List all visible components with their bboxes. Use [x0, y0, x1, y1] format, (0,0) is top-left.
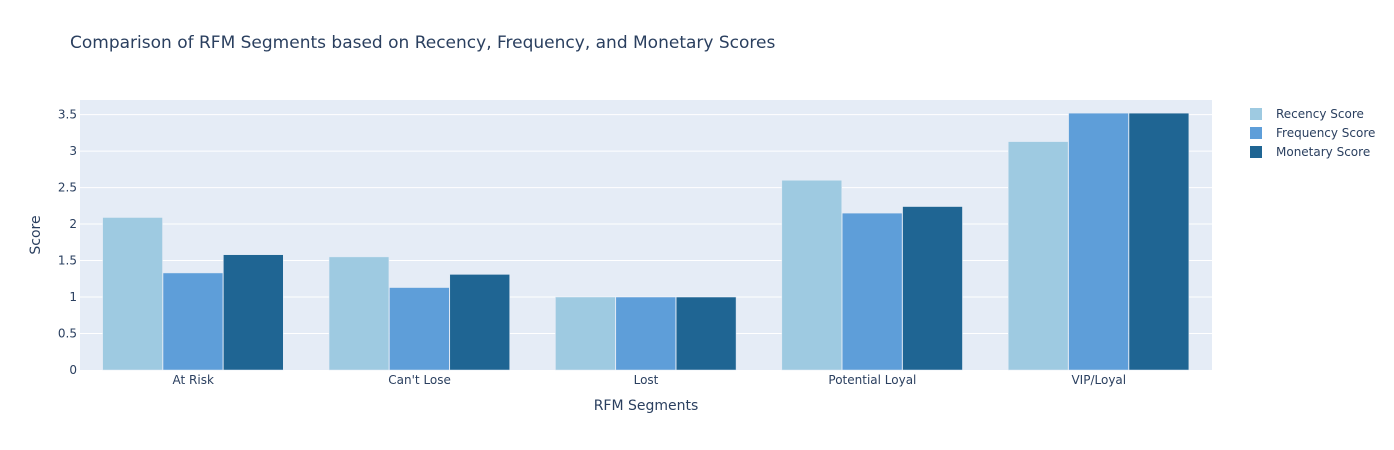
y-tick-label: 1.5 [58, 254, 77, 268]
bar [781, 180, 842, 371]
y-tick-label: 2.5 [58, 181, 77, 195]
bar [328, 256, 390, 371]
legend-swatch [1250, 127, 1262, 139]
bar [841, 212, 903, 371]
bar [449, 274, 510, 371]
x-tick-labels: At Risk Can't Lose Lost Potential Loyal VIP/… [173, 373, 1127, 387]
bar [555, 296, 616, 371]
y-axis-title: Score [28, 215, 44, 254]
x-axis-title: RFM Segments [594, 398, 699, 414]
bar [102, 217, 163, 371]
legend-swatch [1250, 108, 1262, 120]
x-tick-label: VIP/Loyal [1071, 373, 1126, 387]
y-tick-label: 0.5 [58, 327, 77, 341]
bar [902, 206, 963, 371]
legend-label: Recency Score [1276, 107, 1364, 121]
bar [1068, 112, 1129, 371]
legend: Recency Score Frequency Score Monetary Sco… [1250, 107, 1375, 159]
x-tick-label: Potential Loyal [828, 373, 916, 387]
y-tick-label: 3.5 [58, 108, 77, 122]
bars-group [102, 112, 1190, 371]
y-tick-label: 1 [69, 290, 77, 304]
bar [615, 296, 676, 371]
legend-label: Frequency Score [1276, 126, 1375, 140]
y-tick-label: 0 [69, 363, 77, 377]
y-tick-label: 2 [69, 217, 77, 231]
bar [1007, 141, 1069, 371]
bar [162, 272, 224, 371]
bar [389, 287, 450, 371]
legend-swatch [1250, 146, 1262, 158]
x-tick-label: Can't Lose [388, 373, 451, 387]
legend-label: Monetary Score [1276, 145, 1370, 159]
y-tick-labels: 0 0.5 1 1.5 2 2.5 3 3.5 [58, 108, 77, 377]
chart-title: Comparison of RFM Segments based on Rece… [70, 33, 776, 53]
y-tick-label: 3 [69, 144, 77, 158]
bar [675, 296, 737, 371]
x-tick-label: At Risk [173, 373, 214, 387]
bar [1128, 112, 1190, 371]
x-tick-label: Lost [634, 373, 659, 387]
bar [223, 254, 284, 371]
